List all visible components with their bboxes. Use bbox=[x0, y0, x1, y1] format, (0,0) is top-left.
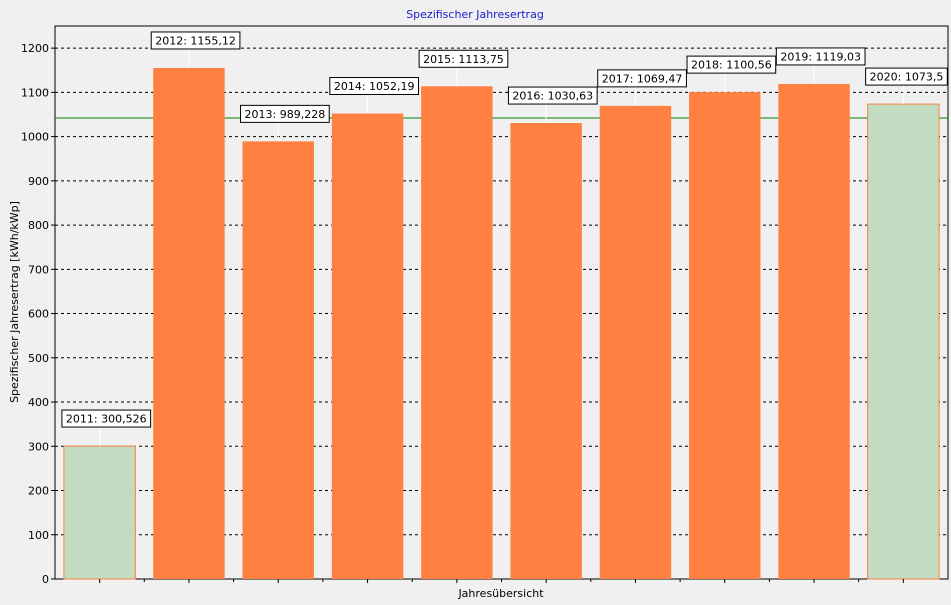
y-tick-label: 600 bbox=[28, 308, 49, 321]
data-label-box bbox=[329, 77, 420, 96]
chart-title: Spezifischer Jahresertrag bbox=[406, 8, 544, 21]
y-tick-label: 1100 bbox=[21, 86, 49, 99]
data-label-box bbox=[865, 67, 948, 86]
y-tick-label: 800 bbox=[28, 219, 49, 232]
bar-2015 bbox=[421, 86, 493, 579]
bar-2019 bbox=[778, 83, 850, 579]
data-label-2011: 2011: 300,526 bbox=[66, 413, 147, 426]
bar-2012 bbox=[153, 67, 225, 579]
data-label-box bbox=[507, 86, 598, 105]
bar-2020 bbox=[867, 103, 940, 580]
y-tick-label: 700 bbox=[28, 263, 49, 276]
y-tick-label: 400 bbox=[28, 396, 49, 409]
bar-2013 bbox=[242, 141, 314, 579]
bar-2017 bbox=[599, 105, 672, 580]
bar-2018 bbox=[689, 92, 761, 580]
y-tick-label: 0 bbox=[42, 573, 49, 586]
bar-2011 bbox=[63, 445, 136, 580]
y-tick-label: 100 bbox=[28, 529, 49, 542]
bar-2016 bbox=[510, 123, 582, 579]
data-label-2014: 2014: 1052,19 bbox=[334, 80, 415, 93]
data-label-2016: 2016: 1030,63 bbox=[512, 90, 593, 103]
y-tick-label: 1200 bbox=[21, 42, 49, 55]
data-label-2018: 2018: 1100,56 bbox=[691, 59, 772, 72]
y-tick-label: 500 bbox=[28, 352, 49, 365]
data-label-2017: 2017: 1069,47 bbox=[602, 72, 683, 85]
data-label-box bbox=[240, 104, 330, 123]
data-label-2019: 2019: 1119,03 bbox=[780, 50, 861, 63]
data-label-2013: 2013: 989,228 bbox=[245, 108, 326, 121]
y-tick-label: 300 bbox=[28, 440, 49, 453]
x-axis-label: Jahresübersicht bbox=[457, 587, 544, 600]
data-label-box bbox=[150, 31, 241, 50]
data-label-layer: 2011: 300,526 2012: 1155,12 2013: 989,228 2… bbox=[61, 31, 948, 447]
y-axis-label: Spezifischer Jahresertrag [kWh/kWp] bbox=[8, 201, 21, 403]
bar-2014 bbox=[331, 113, 404, 580]
bar-layer bbox=[63, 67, 940, 580]
data-label-box bbox=[775, 47, 866, 66]
y-tick-label: 200 bbox=[28, 485, 49, 498]
y-tick-label: 1000 bbox=[21, 131, 49, 144]
data-label-2020: 2020: 1073,5 bbox=[870, 71, 944, 84]
data-label-box bbox=[418, 49, 509, 68]
data-label-2012: 2012: 1155,12 bbox=[155, 34, 236, 47]
axis-layer: 0 100 200 300 400 500 600 700 800 900 1000 1100 1200 bbox=[21, 42, 904, 586]
data-label-2015: 2015: 1113,75 bbox=[423, 53, 504, 66]
data-label-box bbox=[61, 409, 152, 428]
y-tick-label: 900 bbox=[28, 175, 49, 188]
data-label-box bbox=[597, 69, 687, 88]
data-label-box bbox=[686, 55, 777, 74]
